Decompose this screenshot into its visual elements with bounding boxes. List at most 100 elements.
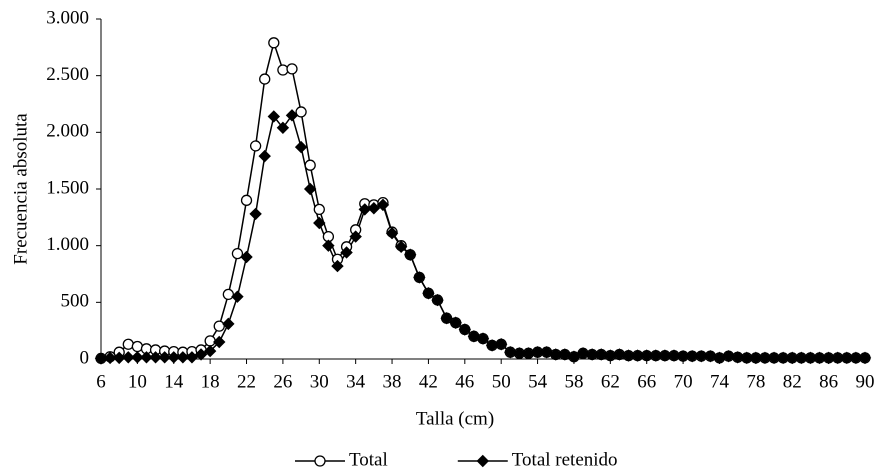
y-tick-label: 3.000 [46, 7, 89, 28]
x-tick-label: 34 [346, 371, 366, 392]
data-point [194, 348, 208, 361]
data-point [394, 240, 408, 254]
x-tick-label: 42 [419, 371, 438, 392]
data-point [467, 330, 481, 343]
y-tick-label: 1.500 [46, 177, 89, 198]
data-point [513, 347, 526, 360]
data-point [740, 351, 753, 365]
data-point [240, 250, 253, 264]
data-point [776, 351, 790, 365]
data-point [749, 351, 763, 365]
legend-marker [314, 455, 326, 467]
y-tick-label: 0 [80, 347, 90, 368]
data-point [822, 351, 835, 365]
data-point [758, 351, 772, 365]
data-point [103, 351, 117, 365]
data-point [786, 351, 799, 365]
y-tick-label: 1.000 [46, 234, 89, 255]
legend-label: Total retenido [512, 449, 618, 470]
data-point [140, 351, 153, 364]
data-point [504, 345, 517, 359]
data-point [122, 351, 135, 364]
data-point [331, 259, 344, 273]
x-tick-label: 30 [310, 371, 329, 392]
data-point [313, 216, 326, 230]
data-point [667, 349, 681, 362]
data-point [276, 121, 290, 135]
data-point [313, 203, 325, 216]
data-point [158, 351, 171, 364]
legend-label: Total [349, 449, 388, 470]
x-tick-label: 26 [273, 371, 292, 392]
data-point [540, 345, 553, 359]
data-point [458, 323, 472, 336]
data-point [322, 239, 335, 252]
data-point [404, 248, 417, 261]
x-tick-label: 22 [237, 371, 256, 392]
data-point [349, 230, 362, 243]
data-point [658, 349, 672, 362]
data-point [167, 351, 180, 364]
x-tick-label: 58 [564, 371, 583, 392]
data-point [431, 293, 444, 307]
y-tick-label: 500 [61, 291, 90, 312]
x-axis-label: Talla (cm) [416, 408, 494, 429]
x-tick-label: 70 [674, 371, 693, 392]
legend-marker [476, 454, 489, 468]
data-point [249, 140, 262, 152]
data-point [849, 351, 863, 365]
x-tick-label: 38 [383, 371, 402, 392]
data-point [222, 317, 235, 331]
data-point [203, 344, 217, 358]
data-point [795, 351, 808, 365]
data-point [112, 351, 126, 365]
data-point [131, 351, 144, 364]
data-point [294, 140, 308, 154]
x-tick-label: 78 [746, 371, 765, 392]
y-tick-label: 2.500 [46, 64, 89, 85]
data-point [185, 351, 199, 364]
series-line [100, 40, 865, 360]
y-axis-label: Frecuencia absoluta [10, 113, 31, 265]
data-point [213, 335, 226, 349]
x-tick-label: 90 [856, 371, 875, 392]
data-point [631, 349, 644, 362]
data-point [231, 290, 244, 303]
data-point [649, 349, 663, 362]
data-point [213, 320, 225, 332]
data-point [576, 347, 590, 360]
data-point [259, 73, 271, 85]
data-point [613, 348, 626, 361]
x-tick-label: 62 [601, 371, 620, 392]
y-tick-label: 2.000 [46, 121, 89, 142]
data-point [240, 194, 253, 206]
data-point [813, 351, 826, 365]
data-point [176, 351, 190, 364]
data-point [303, 182, 317, 196]
data-point [204, 335, 216, 347]
data-point [376, 198, 390, 212]
data-point [558, 348, 572, 361]
x-tick-label: 18 [201, 371, 220, 392]
data-point [385, 226, 399, 240]
data-point [640, 349, 653, 362]
data-point [231, 247, 244, 260]
data-point [249, 207, 262, 221]
data-point [676, 349, 690, 363]
data-point [304, 159, 316, 171]
data-point [340, 246, 353, 259]
data-point [413, 271, 426, 284]
data-point [122, 338, 134, 350]
data-point [695, 349, 708, 363]
data-point [285, 109, 299, 122]
x-tick-label: 74 [710, 371, 730, 392]
data-point [831, 351, 844, 365]
data-point [595, 348, 608, 361]
x-tick-label: 66 [637, 371, 656, 392]
data-point [722, 349, 735, 363]
data-point [622, 349, 635, 362]
data-point [267, 110, 281, 123]
data-point [494, 338, 508, 351]
data-point [476, 332, 490, 345]
